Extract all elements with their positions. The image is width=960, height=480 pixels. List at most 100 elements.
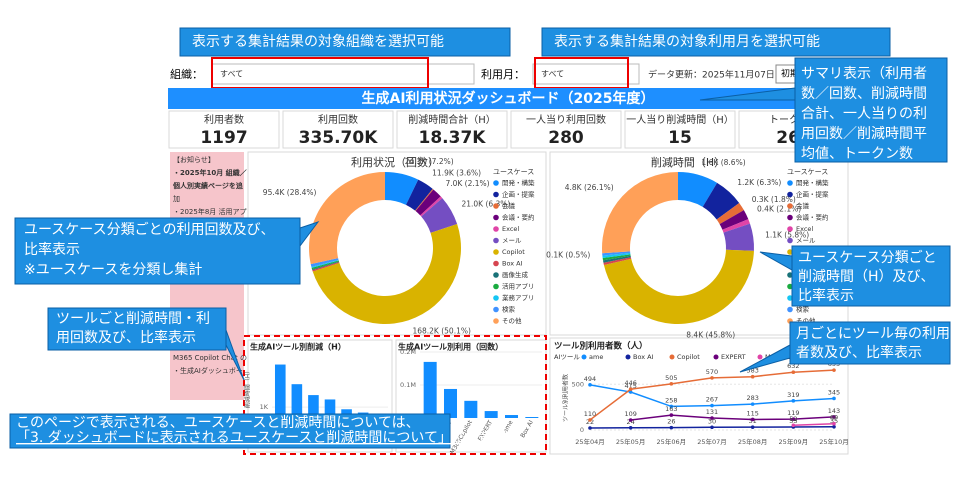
point [710, 425, 714, 430]
callout-line: 数／回数、削減時間 [801, 85, 927, 102]
chart-title: 削減時間（H） [651, 155, 725, 169]
slice [603, 257, 632, 266]
y-tick-label: 0.2M [400, 348, 416, 356]
slice [716, 202, 744, 225]
callout-pointer [759, 251, 793, 271]
legend-swatch [493, 249, 499, 255]
point [628, 418, 633, 422]
legend-label: 開発・構築 [502, 178, 535, 187]
month-dropdown[interactable] [532, 63, 640, 85]
slice-label: 0.1K (0.5%) [546, 250, 590, 259]
legend-swatch [787, 226, 793, 232]
callout-line: このページで表示される、ユースケースと削減時間については、 [16, 414, 420, 431]
point-label: 258 [665, 396, 677, 404]
point [750, 374, 755, 379]
point-label: 345 [828, 388, 840, 396]
point [628, 390, 633, 394]
notice-line: 加 [173, 194, 180, 203]
legend-label: 検索 [796, 305, 810, 314]
slice [723, 223, 754, 251]
bar [291, 384, 303, 418]
point [710, 403, 714, 408]
point [791, 370, 796, 375]
legend-title: AIツール [554, 353, 580, 361]
slice [415, 189, 441, 216]
callout-line: ユースケース分類ごとの利用回数及び、 [24, 222, 274, 238]
legend-swatch [493, 306, 499, 313]
x-tick-label: 25年05月 [616, 437, 646, 446]
callout-text: ツールごと削減時間・利用回数及び、比率表示 [56, 310, 210, 346]
point-label: 30 [708, 417, 716, 425]
legend-swatch [787, 180, 793, 186]
legend-label: 会議 [502, 201, 516, 210]
kpi-card [510, 110, 622, 149]
slice [405, 179, 433, 211]
callout-pointer [739, 344, 791, 373]
slice [312, 261, 340, 272]
legend-swatch [493, 283, 499, 290]
callout-text: 表示する集計結果の対象利用月を選択可能 [554, 33, 820, 50]
callout-text: このページで表示される、ユースケースと削減時間については、「3. ダッシュボード… [16, 414, 508, 446]
updated: データ更新：2025年11月07日 [648, 69, 775, 81]
callout [179, 27, 511, 57]
legend-swatch [493, 226, 499, 232]
org-dropdown[interactable] [211, 63, 475, 85]
y-tick-label: 1K [260, 403, 269, 411]
kpi-value: 280 [548, 128, 584, 148]
legend-swatch [493, 295, 499, 301]
slice-label: 1.1K (5.8%) [765, 230, 809, 239]
legend-label: Copilot [677, 353, 700, 361]
bar [464, 400, 478, 418]
callout-line: サマリ表示（利用者 [801, 66, 927, 82]
kpi-value: 335.70K [299, 128, 379, 148]
series-line [630, 414, 835, 421]
slice [702, 182, 740, 220]
point-label: 33 [789, 417, 797, 425]
slice [311, 259, 339, 268]
callout-text: サマリ表示（利用者数／回数、削減時間合計、一人当りの利用回数／削減時間平均値、ト… [801, 66, 927, 162]
slice [603, 249, 754, 324]
legend-label: 活用アプリ [502, 282, 535, 291]
series-line [793, 422, 835, 426]
slice-label: 21.0K (6.3%) [461, 199, 510, 208]
kpi-label: 利用回数 [318, 113, 358, 126]
callout-line: 用回数／削減時間平 [801, 125, 927, 142]
slice [602, 172, 678, 254]
point [791, 423, 796, 428]
legend-swatch [787, 295, 793, 301]
slice [415, 188, 434, 212]
legend-swatch [625, 354, 631, 360]
point-label: 26 [667, 418, 675, 426]
point-label: 143 [828, 407, 840, 415]
legend-label: 企画・提案 [502, 190, 535, 199]
y-tick-label: 0.1M [400, 381, 416, 389]
callout-line: 削減時間（H）及び、 [798, 268, 935, 285]
point [750, 425, 755, 429]
callout [791, 245, 951, 307]
month-value: すべて [541, 70, 564, 79]
legend-swatch [493, 237, 499, 244]
legend-swatch [787, 283, 793, 290]
legend-swatch [493, 260, 499, 267]
legend-label: その他 [502, 316, 522, 325]
point [750, 417, 755, 422]
notice-line: M365 Copilot Chat の [173, 354, 247, 362]
point [628, 387, 633, 392]
bar [504, 415, 519, 418]
slice [602, 251, 631, 256]
legend-label: メール [796, 237, 816, 245]
banner [168, 88, 848, 109]
point-label: 69 [830, 414, 838, 422]
legend-swatch [757, 354, 763, 360]
chart-title: ツール別利用者数（人） [554, 341, 648, 352]
slice [602, 252, 631, 258]
callout-pointer [699, 87, 796, 101]
point [832, 415, 836, 419]
legend-swatch [493, 272, 499, 278]
slice [385, 172, 419, 205]
x-tick-label: 25年09月 [779, 437, 809, 446]
callout-line: 者数及び、比率表示 [796, 344, 922, 361]
bar [525, 417, 539, 418]
